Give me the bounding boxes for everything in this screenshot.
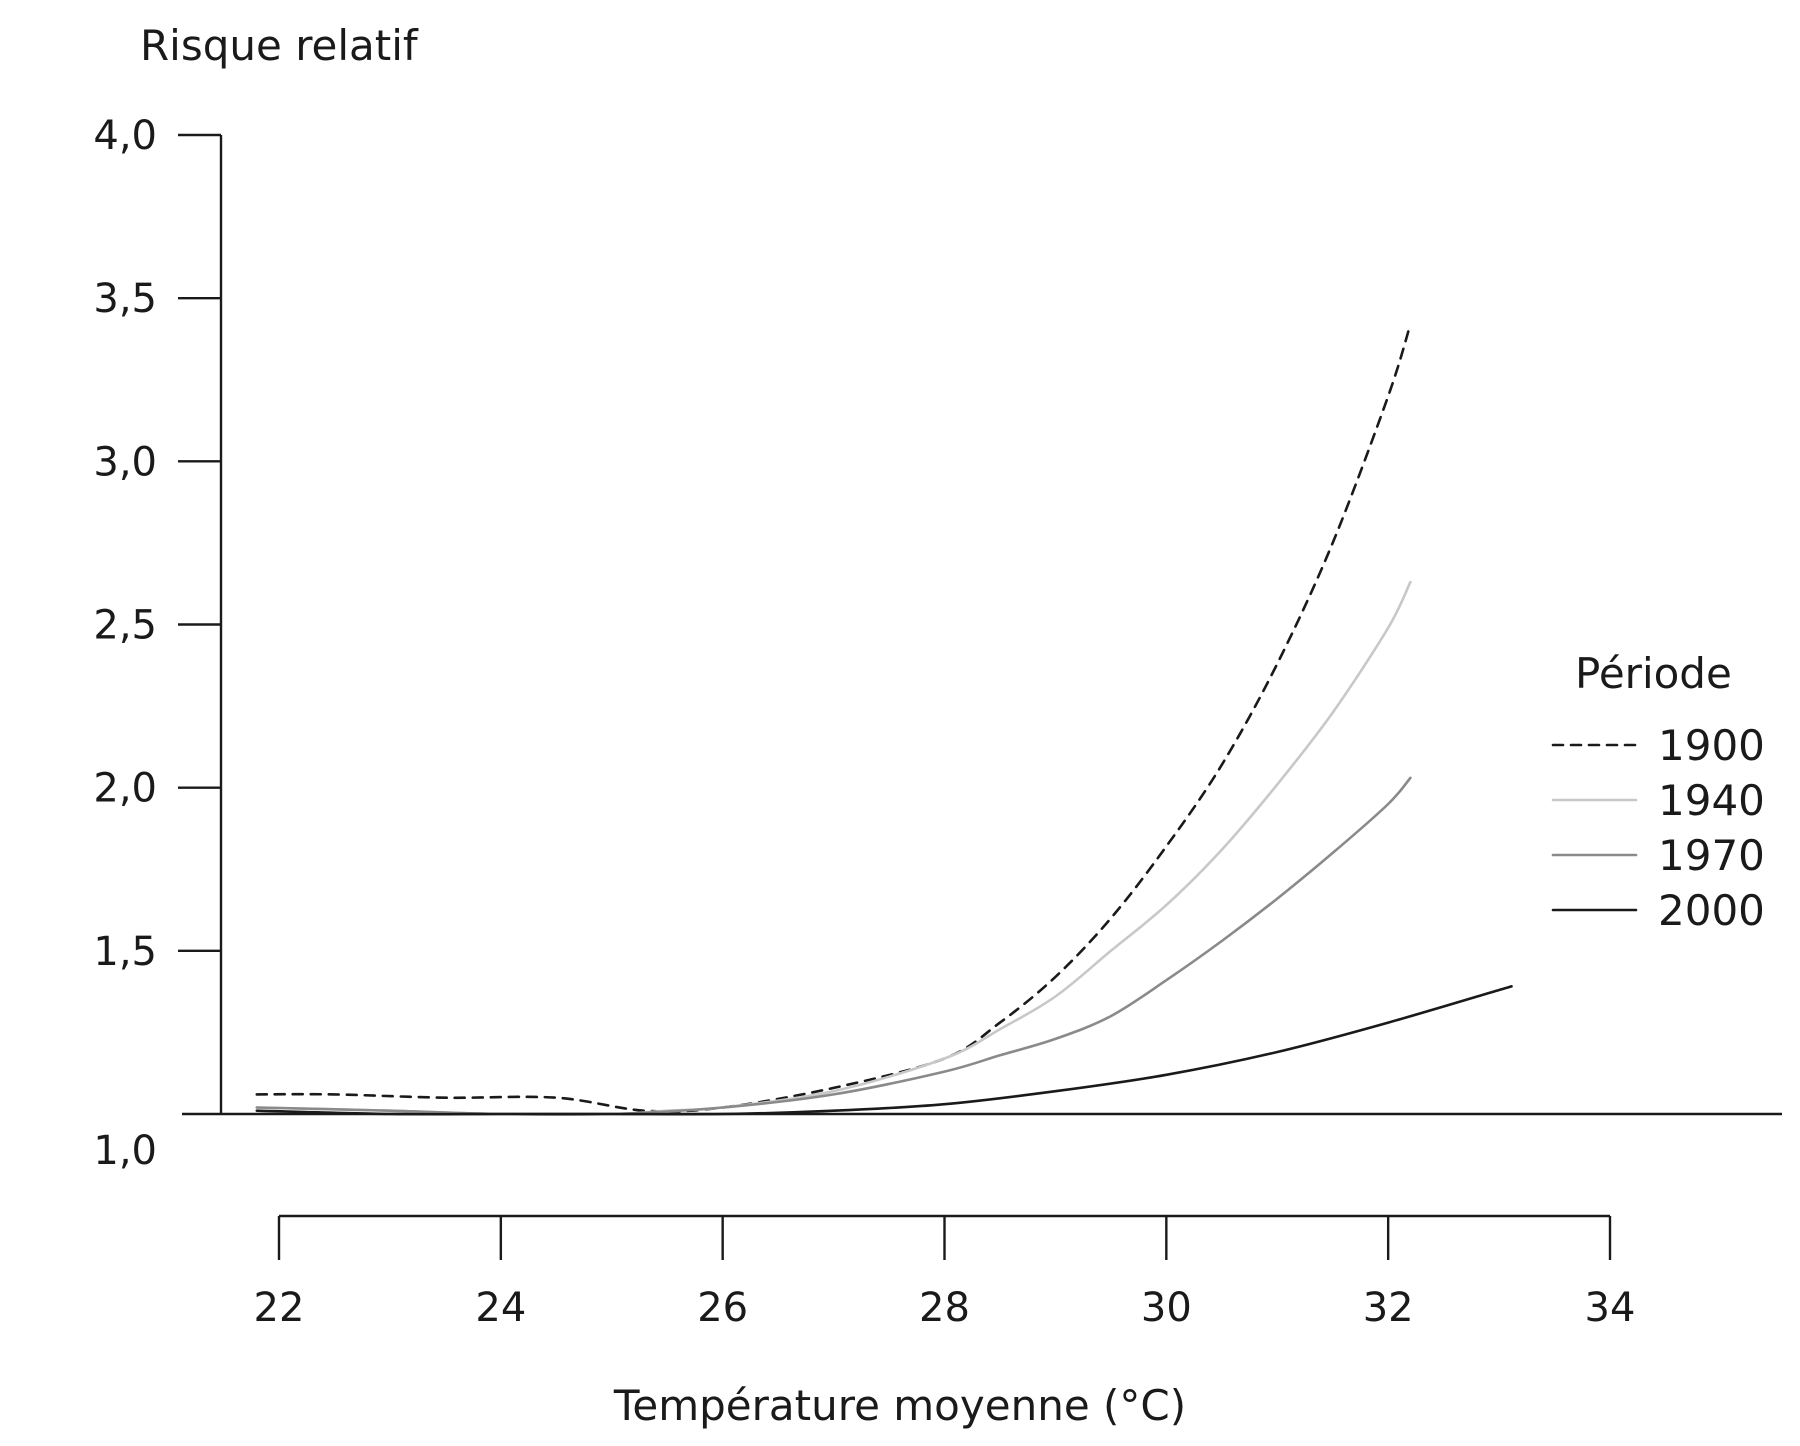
y-tick-label: 1,0	[93, 1128, 157, 1174]
legend-label-1900: 1900	[1658, 721, 1765, 770]
series-line-1970	[255, 776, 1412, 1116]
x-tick-label: 26	[697, 1285, 748, 1331]
y-tick-label: 2,5	[93, 603, 157, 649]
x-tick-label: 32	[1363, 1285, 1414, 1331]
x-tick-label: 34	[1585, 1285, 1636, 1331]
x-tick-label: 30	[1141, 1285, 1192, 1331]
y-tick-label: 2,0	[93, 766, 157, 812]
series-line-2000	[255, 985, 1513, 1116]
legend-title: Période	[1575, 649, 1732, 698]
legend-label-1970: 1970	[1658, 831, 1765, 880]
legend: 1900 1940 1970 2000	[1551, 721, 1765, 935]
y-tick-label: 3,5	[93, 276, 157, 322]
x-axis-title: Température moyenne (°C)	[613, 1381, 1186, 1430]
series-line-1900	[255, 323, 1412, 1113]
legend-label-1940: 1940	[1658, 776, 1765, 825]
x-tick-label: 22	[254, 1285, 305, 1331]
y-tick-label: 1,5	[93, 929, 157, 975]
y-tick-label: 4,0	[93, 113, 157, 159]
x-tick-label: 24	[475, 1285, 526, 1331]
y-axis-title: Risque relatif	[140, 21, 419, 70]
series-layer	[255, 323, 1513, 1116]
x-tick-label: 28	[919, 1285, 970, 1331]
y-tick-label: 3,0	[93, 439, 157, 485]
x-axis: 22 24 26 28 30 32 34	[254, 1214, 1636, 1331]
y-axis: 1,0 1,5 2,0 2,5 3,0 3,5 4,0	[93, 113, 1782, 1174]
series-line-1940	[255, 580, 1412, 1116]
legend-label-2000: 2000	[1658, 886, 1765, 935]
